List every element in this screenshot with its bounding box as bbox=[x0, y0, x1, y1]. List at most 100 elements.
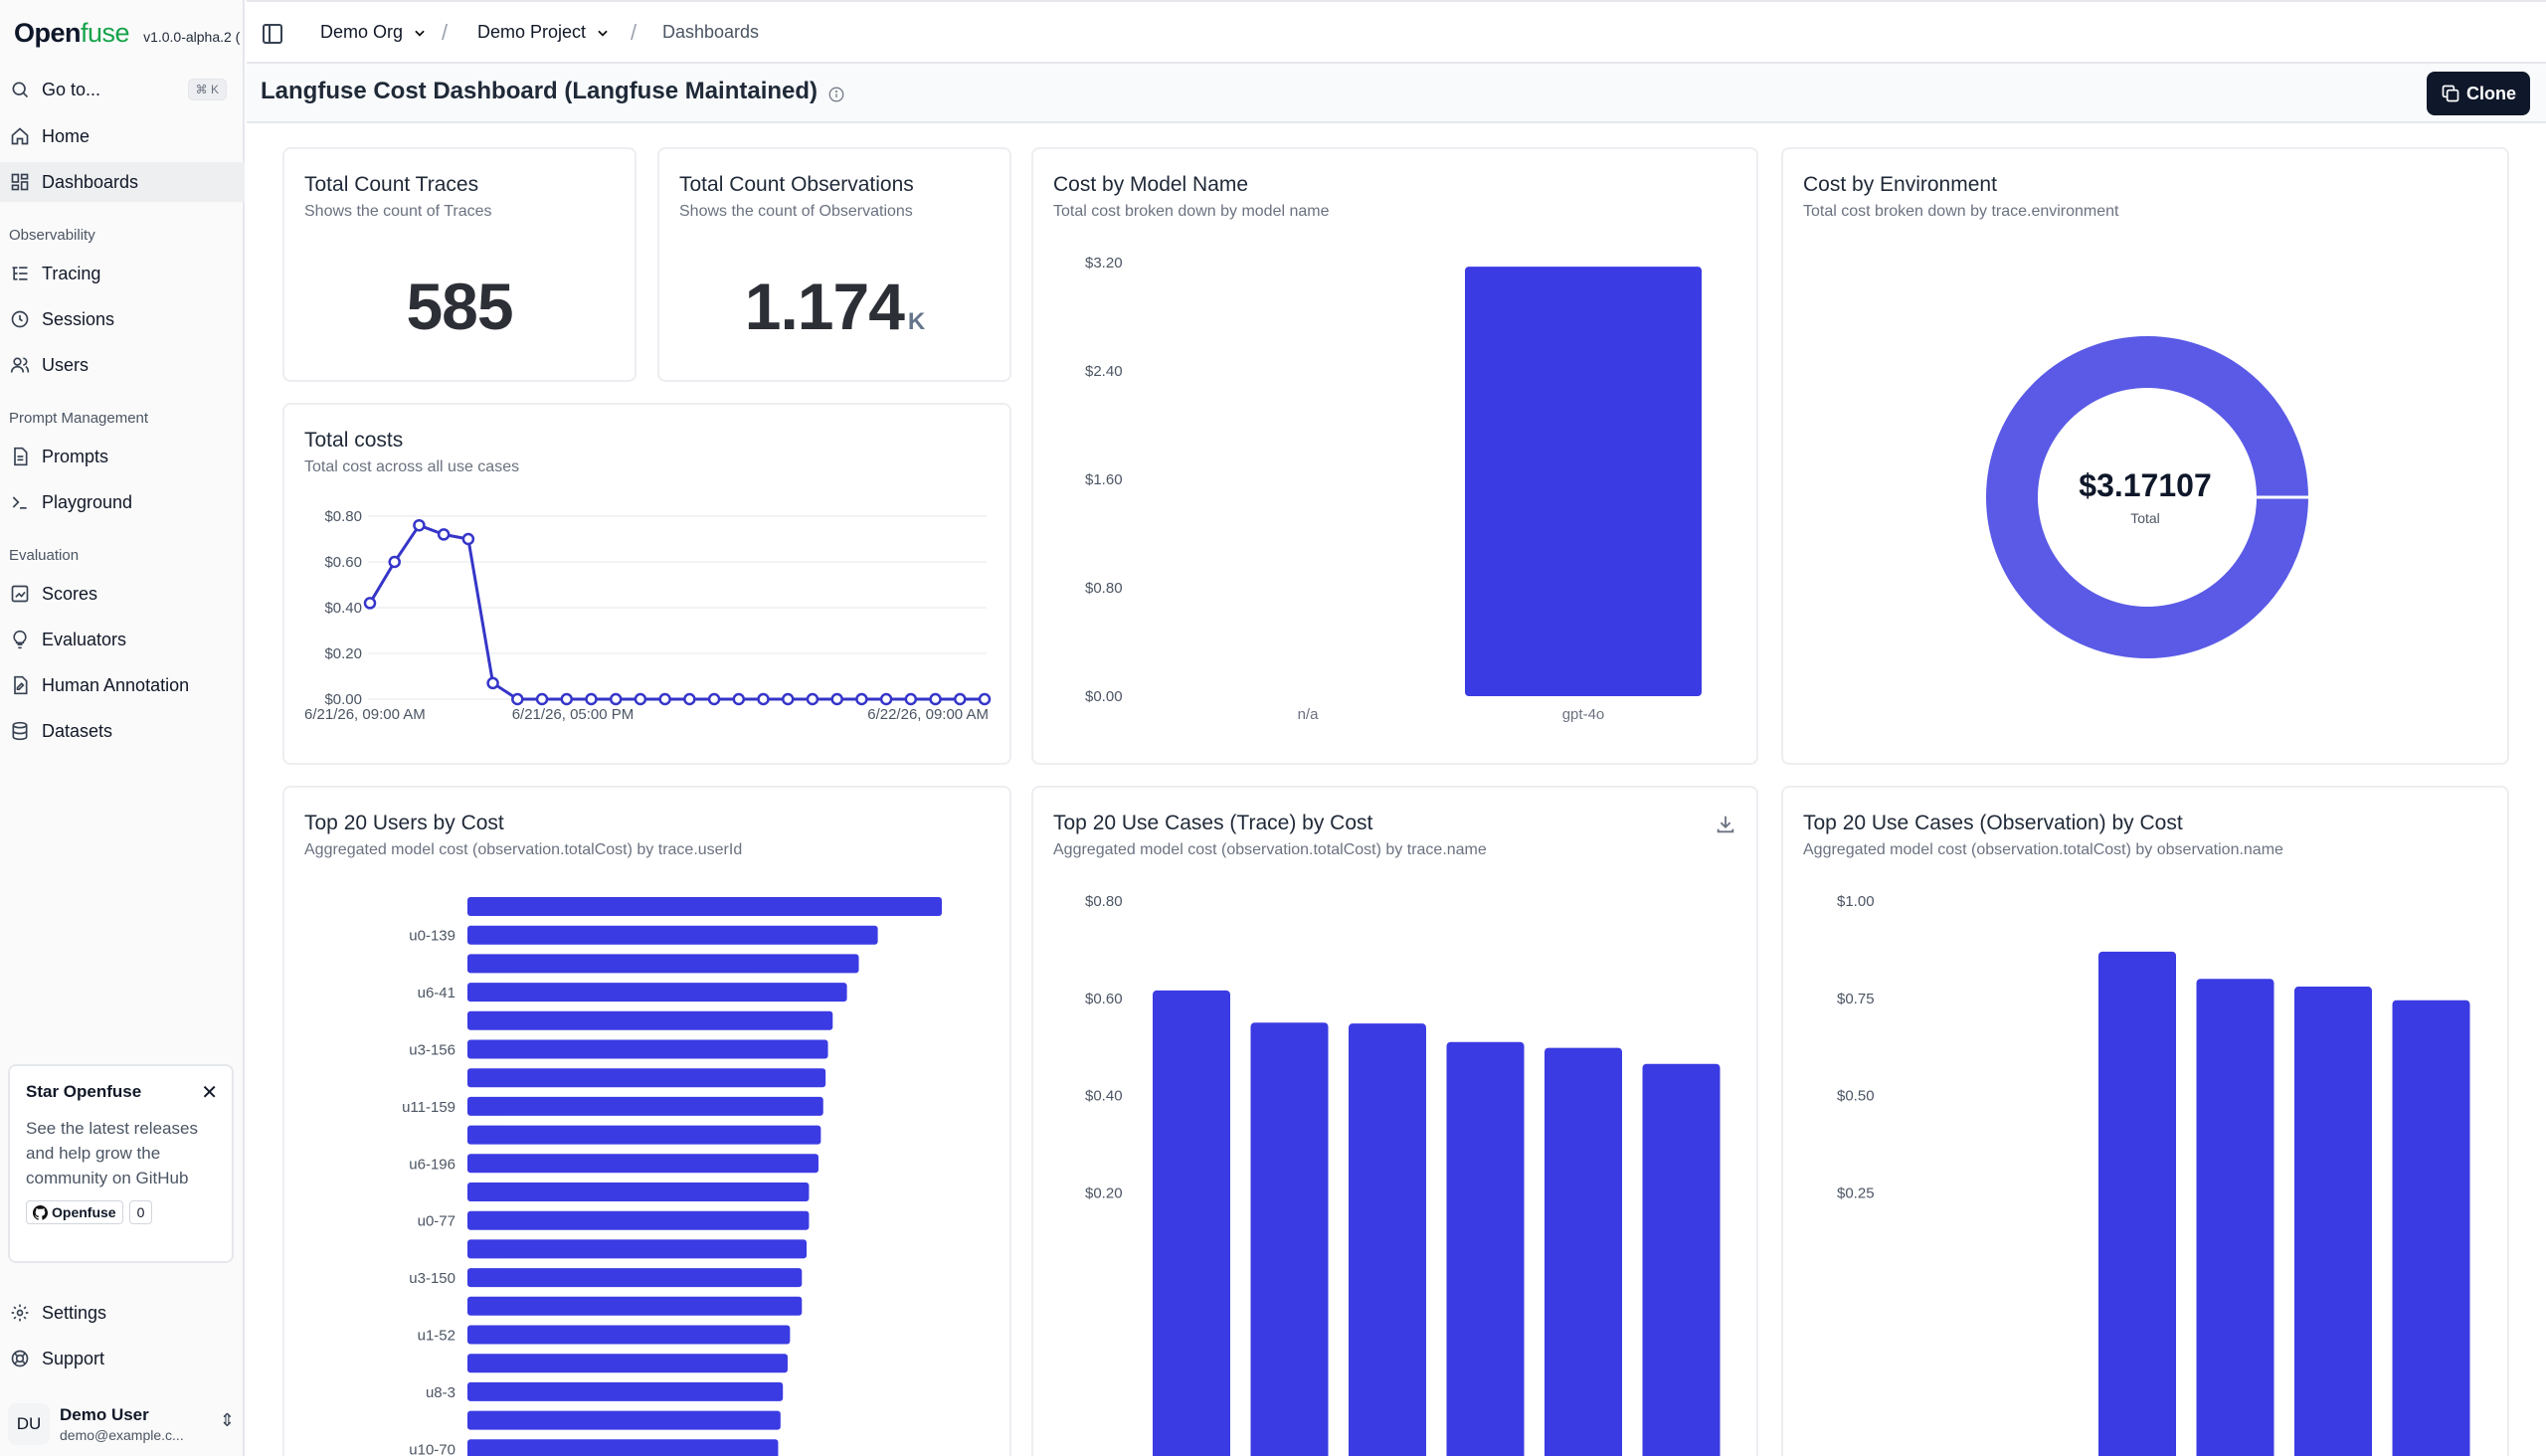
x-tick-label: n/a bbox=[1298, 706, 1320, 723]
y-tick-label: u11-159 bbox=[402, 1099, 455, 1116]
data-point bbox=[461, 532, 475, 546]
sidebar-item-support[interactable]: Support bbox=[8, 1339, 239, 1378]
github-star-button[interactable]: Openfuse bbox=[26, 1200, 123, 1224]
data-point bbox=[634, 692, 647, 706]
clone-button[interactable]: Clone bbox=[2426, 72, 2530, 115]
data-point bbox=[830, 692, 843, 706]
breadcrumb-page[interactable]: Dashboards bbox=[662, 22, 760, 42]
widget-title: Top 20 Use Cases (Trace) by Cost bbox=[1053, 812, 1373, 834]
y-tick-label: $0.75 bbox=[1837, 991, 1875, 1007]
bar bbox=[467, 1439, 779, 1456]
clock-icon bbox=[10, 309, 30, 329]
bar bbox=[1545, 1047, 1622, 1456]
widget-subtitle: Shows the count of Traces bbox=[304, 203, 492, 220]
sidebar-item-label: Prompts bbox=[42, 446, 109, 466]
sidebar-item-users[interactable]: Users bbox=[8, 345, 239, 385]
horizontal-bar-chart: u0-139 u6-41 u3-156 u11-159 u6-196 u0-77 u3-15… bbox=[402, 897, 942, 1456]
annotation-icon bbox=[10, 675, 30, 695]
brand[interactable]: Openfuse v1.0.0-alpha.2 ( bbox=[14, 18, 251, 54]
breadcrumb-separator: / bbox=[442, 20, 449, 45]
widget-subtitle: Total cost broken down by model name bbox=[1053, 203, 1330, 220]
sidebar-item-playground[interactable]: Playground bbox=[8, 482, 239, 522]
user-email: demo@example.c... bbox=[60, 1427, 184, 1443]
bar bbox=[1349, 1023, 1426, 1456]
widget-subtitle: Shows the count of Observations bbox=[679, 203, 913, 220]
breadcrumb-org[interactable]: Demo Org bbox=[320, 22, 427, 43]
y-tick-label: u6-41 bbox=[418, 985, 455, 1001]
sidebar-item-human-annotation[interactable]: Human Annotation bbox=[8, 665, 239, 705]
sidebar-item-prompts[interactable]: Prompts bbox=[8, 437, 239, 476]
data-point bbox=[707, 692, 721, 706]
donut-chart bbox=[1986, 336, 2308, 658]
bar bbox=[467, 1125, 821, 1145]
bar bbox=[467, 1296, 803, 1316]
sidebar-item-label: Tracing bbox=[42, 263, 101, 283]
sidebar-toggle-icon[interactable] bbox=[261, 22, 284, 46]
widget-title: Total Count Traces bbox=[304, 173, 479, 196]
users-icon bbox=[10, 355, 30, 375]
y-tick-label: $0.80 bbox=[1085, 893, 1123, 910]
breadcrumb-project[interactable]: Demo Project bbox=[477, 22, 610, 43]
data-point bbox=[585, 692, 598, 706]
y-tick-label: $1.00 bbox=[1837, 893, 1875, 910]
clone-label: Clone bbox=[2465, 83, 2516, 103]
chevron-down-icon bbox=[598, 30, 608, 37]
data-point bbox=[388, 555, 401, 569]
data-point bbox=[879, 692, 893, 706]
copy-icon bbox=[2442, 85, 2459, 102]
sidebar-item-label: Support bbox=[42, 1348, 105, 1368]
sidebar-item-settings[interactable]: Settings bbox=[8, 1293, 239, 1333]
chevron-down-icon bbox=[415, 30, 425, 37]
sidebar-item-datasets[interactable]: Datasets bbox=[8, 711, 239, 751]
chevrons-up-down-icon: ⇕ bbox=[219, 1410, 235, 1430]
metric-value: 585 bbox=[406, 270, 513, 343]
widget-subtitle: Aggregated model cost (observation.total… bbox=[304, 841, 743, 858]
x-tick-label: 6/21/26, 09:00 AM bbox=[304, 706, 426, 723]
sidebar-item-label: Home bbox=[42, 125, 91, 146]
page-header: Langfuse Cost Dashboard (Langfuse Mainta… bbox=[247, 64, 2546, 123]
data-point bbox=[658, 692, 671, 706]
y-tick-label: $3.20 bbox=[1085, 255, 1123, 272]
y-tick-label: $0.50 bbox=[1837, 1088, 1875, 1105]
star-card-title: Star Openfuse bbox=[26, 1082, 142, 1101]
topbar: Demo Org / Demo Project / Dashboards bbox=[247, 0, 2546, 64]
sidebar-item-tracing[interactable]: Tracing bbox=[8, 254, 239, 293]
avatar: DU bbox=[8, 1403, 50, 1445]
y-tick-label: $0.20 bbox=[324, 645, 362, 662]
sidebar-item-sessions[interactable]: Sessions bbox=[8, 299, 239, 339]
y-tick-label: $0.40 bbox=[1085, 1088, 1123, 1105]
gear-icon bbox=[10, 1303, 30, 1323]
data-point bbox=[904, 692, 918, 706]
y-tick-label: $0.60 bbox=[1085, 991, 1123, 1007]
sidebar-item-dashboards[interactable]: Dashboards bbox=[0, 162, 245, 202]
widget-top-use-cases-observation: Top 20 Use Cases (Observation) by Cost A… bbox=[1781, 786, 2509, 1456]
info-icon[interactable] bbox=[827, 83, 845, 102]
section-title: Observability bbox=[9, 227, 95, 244]
bar bbox=[2196, 979, 2274, 1456]
goto-search[interactable]: Go to... ⌘ K bbox=[8, 70, 239, 109]
widget-total-costs: Total costs Total cost across all use ca… bbox=[282, 403, 1011, 765]
sidebar-item-label: Settings bbox=[42, 1302, 107, 1323]
list-tree-icon bbox=[10, 264, 30, 283]
data-point bbox=[511, 692, 524, 706]
donut-center-label: Total bbox=[2130, 510, 2160, 526]
bar bbox=[467, 1068, 826, 1088]
y-tick-label: u3-150 bbox=[409, 1270, 455, 1287]
github-icon bbox=[33, 1204, 48, 1220]
data-point bbox=[363, 597, 377, 610]
sidebar-item-label: Human Annotation bbox=[42, 674, 190, 695]
y-tick-label: u8-3 bbox=[426, 1384, 455, 1401]
widget-subtitle: Total cost across all use cases bbox=[304, 458, 520, 475]
bar bbox=[467, 954, 859, 974]
y-tick-label: $0.80 bbox=[324, 508, 362, 525]
user-menu[interactable]: DU Demo User demo@example.c... ⇕ bbox=[8, 1400, 239, 1448]
download-icon[interactable] bbox=[1715, 814, 1736, 835]
bar bbox=[1465, 267, 1702, 696]
y-tick-label: u0-77 bbox=[418, 1213, 455, 1230]
star-promo-card: Star Openfuse ✕ See the latest releases … bbox=[8, 1064, 234, 1263]
sidebar-item-evaluators[interactable]: Evaluators bbox=[8, 620, 239, 659]
close-icon[interactable]: ✕ bbox=[201, 1082, 218, 1104]
sidebar-item-home[interactable]: Home bbox=[8, 116, 239, 156]
widget-title: Cost by Environment bbox=[1803, 173, 1997, 196]
sidebar-item-scores[interactable]: Scores bbox=[8, 574, 239, 614]
